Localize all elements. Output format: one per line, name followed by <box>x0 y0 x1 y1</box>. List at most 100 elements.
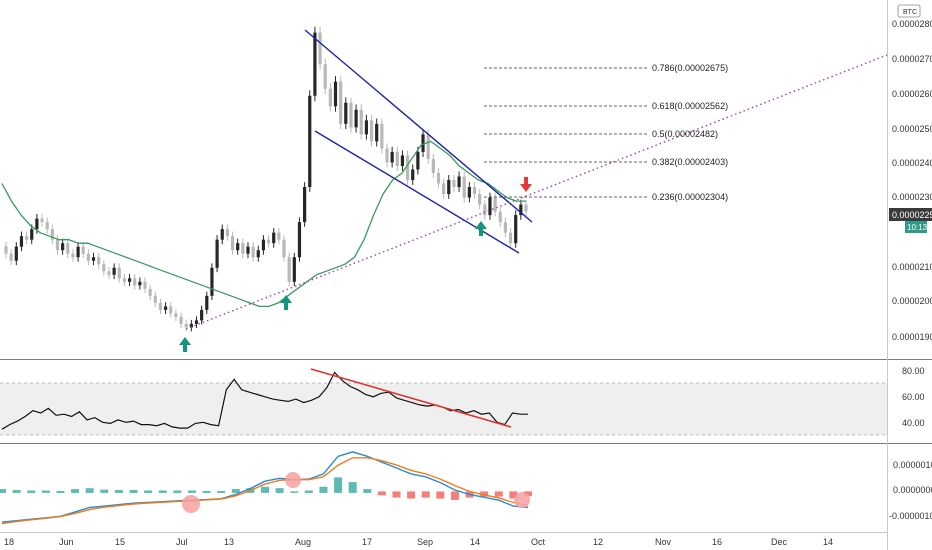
price-tick: 0.00002600 <box>892 89 932 99</box>
candle-body <box>266 239 271 244</box>
macd-hist-bar <box>27 490 36 493</box>
countdown-label: 10:13 <box>907 223 928 232</box>
candle-body <box>333 81 338 107</box>
fib-label-05: 0.5(0.00002482) <box>652 129 718 139</box>
candle-body <box>519 204 523 216</box>
macd-hist-bar <box>71 489 80 493</box>
candle-body <box>30 229 34 240</box>
macd-signal-line <box>1 457 529 525</box>
candle-body <box>148 288 152 296</box>
macd-hist-bar <box>450 491 459 500</box>
time-tick: 18 <box>4 537 14 547</box>
macd-hist-bar <box>275 488 284 493</box>
candle-body <box>483 204 487 216</box>
candle-body <box>339 81 343 124</box>
candle-body <box>400 155 405 166</box>
candle-body <box>230 236 235 251</box>
price-tick: 0.00001900 <box>892 332 932 342</box>
candle-body <box>292 257 296 282</box>
arrow-up-icon <box>280 295 292 310</box>
macd-tick: 0.00000000 <box>893 485 932 495</box>
macd-hist-bar <box>436 491 445 499</box>
macd-hist-bar <box>348 482 357 493</box>
candle-body <box>488 197 492 216</box>
macd-hist-bar <box>524 491 532 497</box>
macd-hist-bar <box>261 486 269 493</box>
arrow-down-icon <box>520 177 532 192</box>
candle-body <box>164 306 168 310</box>
candle-body <box>241 243 245 254</box>
time-tick: Jul <box>176 537 188 547</box>
macd-hist-bar <box>202 490 211 493</box>
arrow-up-icon <box>475 221 487 236</box>
time-tick: 15 <box>115 537 125 547</box>
moving-average-line <box>1 140 526 308</box>
candle-body <box>282 239 286 258</box>
rsi-tick: 80.00 <box>902 366 925 376</box>
macd-hist-bar <box>509 491 518 499</box>
macd-hist-bar <box>187 490 196 493</box>
macd-hist-bar <box>304 490 313 493</box>
candle-body <box>369 120 374 142</box>
candle-body <box>405 155 410 180</box>
candle-body <box>472 187 477 195</box>
candle-body <box>133 278 137 286</box>
candle-body <box>200 309 204 321</box>
candle-body <box>256 250 260 258</box>
time-tick: 12 <box>593 537 603 547</box>
price-tick: 0.00002800 <box>892 19 932 29</box>
candle-body <box>225 229 229 237</box>
candle-body <box>390 151 394 163</box>
candle-body <box>287 257 291 282</box>
candle-body <box>359 109 363 135</box>
macd-hist-bar <box>144 490 153 493</box>
candle-body <box>375 123 379 142</box>
candle-body <box>112 267 116 275</box>
symbol-badge-label: BTC <box>903 9 917 16</box>
candle-body <box>313 32 317 96</box>
fib-label-0618: 0.618(0.00002562) <box>652 101 728 111</box>
time-tick: Dec <box>771 537 788 547</box>
candle-body <box>318 32 322 65</box>
candle-body <box>138 281 142 286</box>
candle-body <box>24 236 29 240</box>
price-tick: 0.00002700 <box>892 54 932 64</box>
candle-body <box>9 253 13 261</box>
candle-body <box>97 257 101 265</box>
candle-body <box>462 176 466 198</box>
candle-body <box>349 102 353 128</box>
macd-cross-marker <box>182 495 200 513</box>
candle-body <box>122 278 127 282</box>
macd-tick: -0.00000100 <box>889 511 932 521</box>
last-price-label: 0.00002254 <box>892 210 932 220</box>
channel-upper-line <box>304 29 533 223</box>
macd-histogram <box>0 477 532 500</box>
time-tick: Nov <box>655 537 672 547</box>
candle-body <box>431 158 435 173</box>
price-tick: 0.00002100 <box>892 262 932 272</box>
candle-body <box>205 295 209 310</box>
candle-body <box>246 246 250 254</box>
candle-body <box>19 236 24 247</box>
macd-hist-bar <box>12 490 21 493</box>
price-tick: 0.00002500 <box>892 124 932 134</box>
candle-body <box>272 232 276 244</box>
candle-body <box>385 148 389 163</box>
rsi-tick: 60.00 <box>902 392 925 402</box>
candle-body <box>55 239 60 251</box>
macd-hist-bar <box>56 490 65 493</box>
candle-body <box>210 267 214 296</box>
candle-body <box>86 253 90 261</box>
rsi-tick: 40.00 <box>902 418 925 428</box>
candle-body <box>153 295 157 303</box>
fib-label-0236: 0.236(0.00002304) <box>652 192 728 202</box>
rsi-axis: 80.00 60.00 40.00 <box>902 366 925 428</box>
macd-hist-bar <box>363 489 372 493</box>
candle-body <box>117 267 121 279</box>
candle-body <box>107 271 111 275</box>
time-axis: 18 Jun 15 Jul 13 Aug 17 Sep 14 Oct 12 No… <box>4 537 833 547</box>
symbol-badge <box>897 4 921 18</box>
macd-hist-bar <box>129 490 138 493</box>
macd-hist-bar <box>392 491 401 498</box>
